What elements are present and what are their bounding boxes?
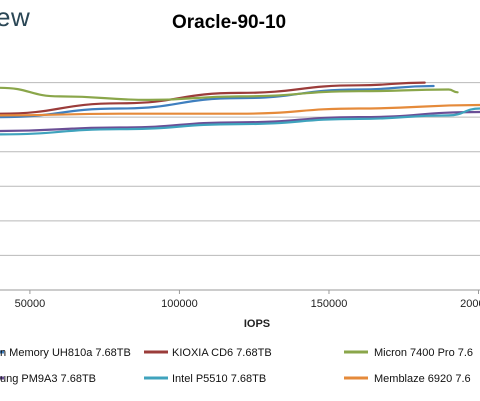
- series-line-5: [0, 103, 480, 117]
- gridlines: [0, 82, 480, 256]
- x-tick-label: 50000: [15, 298, 46, 310]
- x-tick-label: 150000: [311, 298, 348, 310]
- brand-logo-fragment: ew: [0, 2, 31, 32]
- chart-title: Oracle-90-10: [172, 12, 287, 33]
- legend: n Memory UH810a 7.68TB KIOXIA CD6 7.68TB M…: [0, 347, 473, 385]
- x-tick-label: 200000: [460, 298, 480, 310]
- series-line-4: [0, 107, 480, 136]
- x-axis-label: IOPS: [244, 318, 270, 330]
- legend-label-4: Intel P5510 7.68TB: [172, 373, 266, 385]
- series-line-3: [0, 110, 480, 133]
- series-line-2: [0, 86, 459, 102]
- x-tick-label: 100000: [161, 298, 198, 310]
- legend-label-5: Memblaze 6920 7.6: [374, 373, 471, 385]
- legend-label-0: n Memory UH810a 7.68TB: [0, 347, 131, 359]
- legend-label-1: KIOXIA CD6 7.68TB: [172, 347, 272, 359]
- legend-label-3: ung PM9A3 7.68TB: [0, 373, 96, 385]
- x-axis: 50000 100000 150000 200000: [0, 289, 480, 310]
- plot-series: [0, 81, 480, 136]
- series-line-0: [0, 84, 435, 119]
- series-line-1: [0, 81, 426, 115]
- legend-label-2: Micron 7400 Pro 7.6: [374, 347, 473, 359]
